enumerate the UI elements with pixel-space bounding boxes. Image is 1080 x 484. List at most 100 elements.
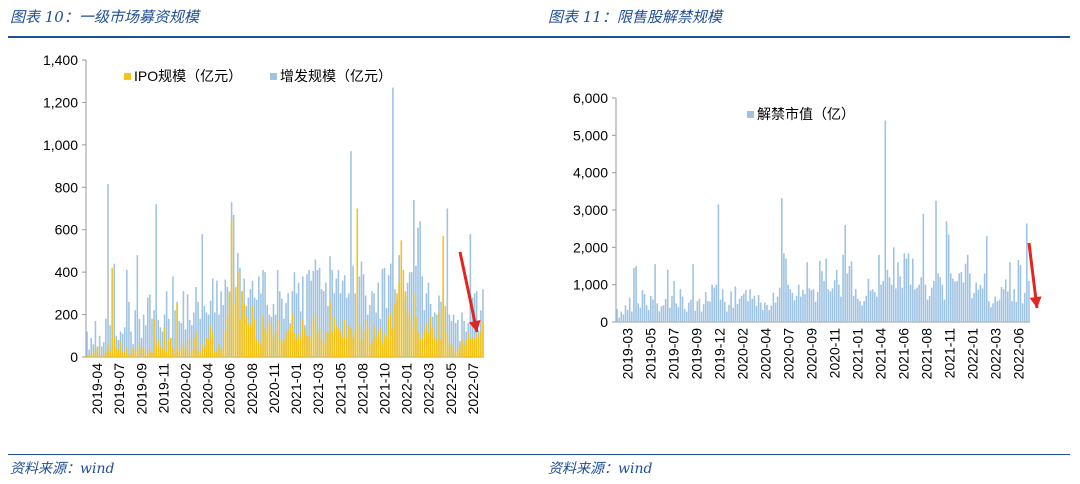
right-legend-label: 解禁市值（亿） [757, 106, 855, 122]
right-bar-main [622, 314, 625, 322]
left-bar-main [193, 312, 195, 357]
right-source-rule [538, 454, 1070, 455]
right-bar-main [819, 260, 821, 322]
right-bar-main [903, 253, 906, 322]
left-bar-ipo [228, 291, 231, 357]
right-bar-main [935, 200, 937, 322]
left-bar-ipo [457, 349, 459, 357]
left-bar-main [433, 312, 436, 357]
left-y-tick-label: 800 [55, 179, 79, 195]
right-bar-main [892, 247, 895, 322]
left-bar-main [310, 280, 312, 357]
left-bar-ipo [140, 347, 143, 357]
left-bar-main [281, 298, 283, 357]
right-bar-main [878, 254, 880, 322]
right-x-tick-label: 2020-11 [827, 328, 843, 379]
left-bar-main [408, 272, 411, 357]
right-bar-main [861, 305, 863, 322]
left-source-note: 资料来源：wind [10, 461, 115, 477]
left-bar-ipo [130, 353, 132, 357]
right-bar-main [755, 305, 758, 322]
left-bar-main [266, 305, 268, 357]
left-bar-main [220, 291, 222, 357]
left-bar-ipo [423, 330, 426, 357]
left-bar-main [249, 289, 252, 357]
right-bar-main [616, 308, 618, 322]
left-bar-main [211, 278, 214, 357]
right-bar-main [833, 280, 836, 322]
left-bar-main [260, 293, 262, 357]
left-title-rule [8, 36, 538, 38]
right-bar-main [996, 301, 999, 322]
right-bar-main [960, 271, 963, 322]
left-bar-ipo [144, 353, 147, 357]
left-bar-ipo [209, 325, 212, 357]
right-bar-main [924, 284, 927, 322]
left-bar-ipo [199, 353, 201, 357]
left-y-tick-label: 1,200 [43, 94, 78, 110]
left-bar-ipo [247, 323, 250, 357]
right-bar-main [795, 295, 798, 322]
left-bar-main [295, 293, 298, 357]
right-bar-main [852, 295, 855, 322]
left-bar-ipo [396, 293, 398, 357]
left-bar-main [205, 312, 208, 357]
right-bar-main [810, 290, 813, 322]
left-bar-main [316, 270, 319, 357]
left-bar-ipo [427, 333, 430, 357]
left-bar-ipo [369, 344, 371, 357]
left-bar-main [421, 276, 423, 357]
left-bar-main [427, 282, 430, 357]
left-bar-ipo [113, 337, 116, 357]
left-bar-ipo [155, 344, 157, 357]
left-bar-main [272, 303, 275, 357]
left-bar-main [161, 331, 164, 357]
right-x-tick-label: 2020-07 [781, 328, 797, 380]
left-bar-ipo [203, 347, 206, 357]
right-bar-main [766, 304, 768, 322]
left-bar-ipo [220, 348, 222, 357]
right-bar-main [840, 296, 842, 322]
right-red-arrow-head [1029, 296, 1042, 308]
right-bar-main [770, 305, 773, 322]
right-bar-main [945, 221, 948, 322]
left-bar-ipo [201, 344, 204, 357]
left-bar-main [214, 312, 216, 357]
left-bar-main [436, 314, 438, 357]
left-bar-ipo [128, 355, 130, 357]
right-source-note: 资料来源：wind [548, 461, 653, 477]
left-bar-ipo [352, 337, 354, 357]
left-bar-main [121, 333, 124, 357]
left-bar-ipo [444, 306, 447, 357]
left-bar-main [352, 265, 354, 357]
left-bar-main [123, 327, 126, 357]
right-bar-main [700, 311, 703, 322]
right-bar-main [626, 310, 629, 322]
left-bar-main [92, 344, 95, 357]
left-bar-ipo [184, 349, 187, 357]
left-bar-main [218, 314, 220, 357]
right-y-tick-label: 3,000 [573, 202, 608, 218]
left-x-tick-label: 2020-06 [222, 363, 238, 415]
left-bar-ipo [364, 318, 367, 357]
left-bar-ipo [121, 352, 124, 357]
right-bar-main [884, 120, 887, 323]
right-bar-main [683, 308, 686, 322]
right-bar-main [1019, 265, 1022, 322]
left-source-rule [8, 454, 538, 455]
left-bar-ipo [446, 333, 449, 357]
left-bar-ipo [341, 336, 344, 357]
left-bar-ipo [477, 336, 480, 357]
right-bar-main [916, 287, 918, 322]
left-bar-main [354, 293, 356, 357]
left-bar-main [100, 346, 103, 357]
right-bar-main [958, 273, 961, 322]
left-bar-ipo [333, 317, 336, 357]
left-bar-main [128, 301, 130, 357]
right-x-tick-label: 2021-01 [850, 328, 866, 380]
right-bar-main [882, 280, 884, 322]
right-bar-main [628, 297, 631, 322]
left-bar-ipo [237, 272, 239, 357]
left-bar-ipo [151, 352, 153, 357]
left-bar-main [415, 265, 417, 357]
